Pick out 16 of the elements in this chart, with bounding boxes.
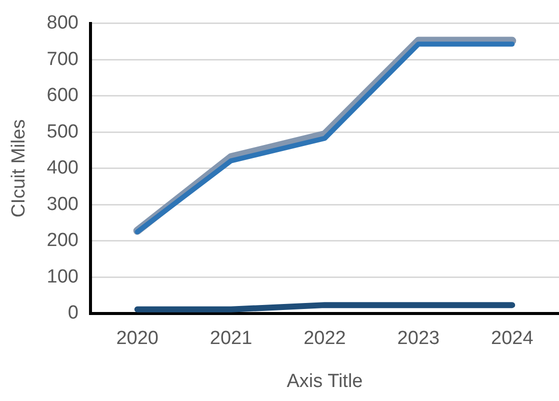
- y-tick-label: 500: [46, 121, 78, 142]
- x-axis-title: Axis Title: [286, 370, 363, 392]
- y-axis-title: CIcuit Miles: [8, 119, 30, 218]
- y-tick-label: 300: [46, 194, 78, 215]
- y-tick-label: 700: [46, 48, 78, 70]
- y-tick-label: 400: [46, 158, 78, 179]
- y-tick-label: 600: [46, 85, 78, 106]
- y-tick-label: 200: [46, 230, 78, 252]
- x-tick-label: 2020: [116, 328, 158, 350]
- x-tick-label: 2023: [397, 328, 440, 350]
- y-tick-label: 800: [46, 12, 78, 34]
- y-tick-label: 0: [68, 302, 78, 324]
- x-tick-label: 2021: [210, 328, 252, 350]
- x-tick-label: 2024: [491, 328, 534, 350]
- x-tick-label: 2022: [304, 328, 346, 350]
- y-tick-label: 100: [46, 266, 78, 288]
